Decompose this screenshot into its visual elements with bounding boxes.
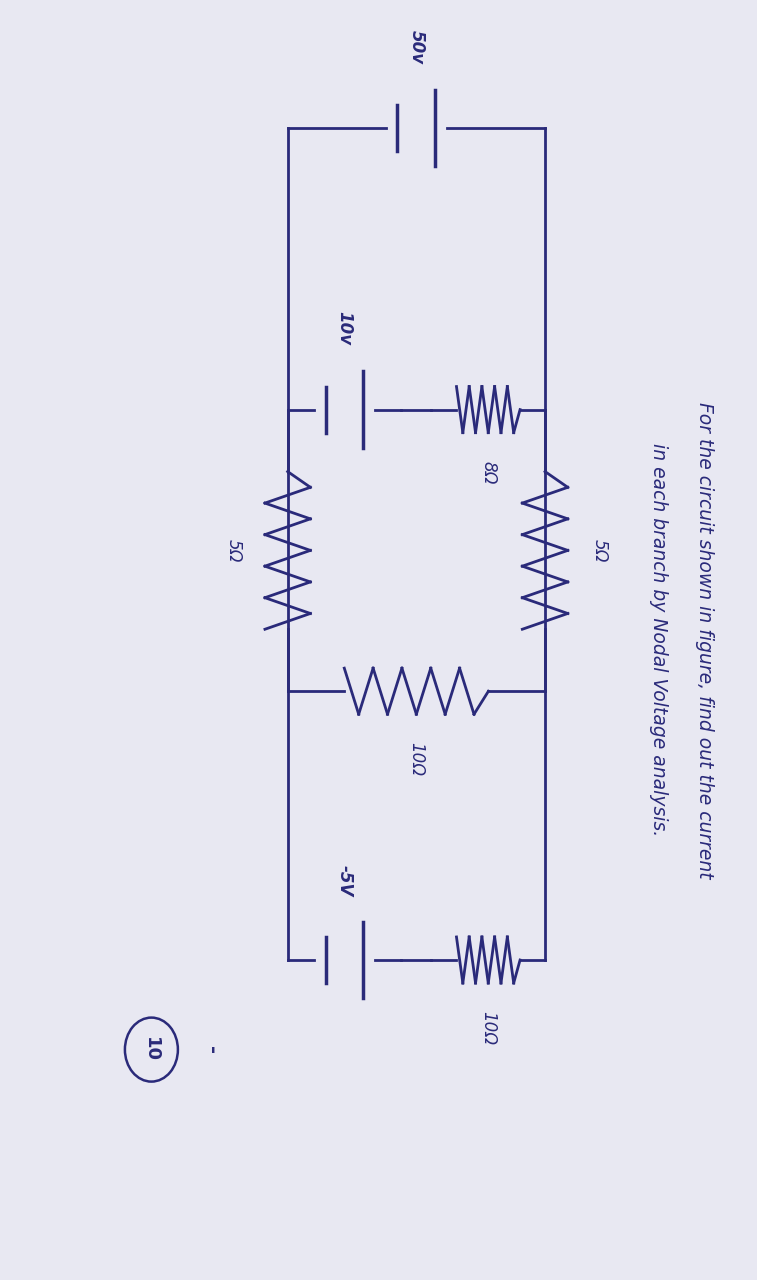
Text: 5Ω: 5Ω	[224, 539, 242, 562]
Text: 10v: 10v	[335, 311, 354, 346]
Text: 10: 10	[142, 1037, 160, 1062]
Text: 5Ω: 5Ω	[590, 539, 609, 562]
Text: 50v: 50v	[407, 29, 425, 64]
Text: 10Ω: 10Ω	[407, 742, 425, 777]
Text: -5V: -5V	[335, 864, 354, 896]
Text: -: -	[202, 1046, 222, 1053]
Text: For the circuit shown in figure, find out the current: For the circuit shown in figure, find ou…	[694, 402, 714, 878]
Text: 8Ω: 8Ω	[479, 461, 497, 484]
Text: in each branch by Nodal Voltage analysis.: in each branch by Nodal Voltage analysis…	[649, 443, 668, 837]
Text: 10Ω: 10Ω	[479, 1011, 497, 1046]
